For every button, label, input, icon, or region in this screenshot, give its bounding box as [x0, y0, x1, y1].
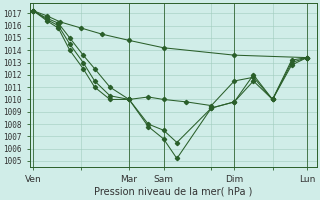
X-axis label: Pression niveau de la mer( hPa ): Pression niveau de la mer( hPa )	[94, 187, 252, 197]
